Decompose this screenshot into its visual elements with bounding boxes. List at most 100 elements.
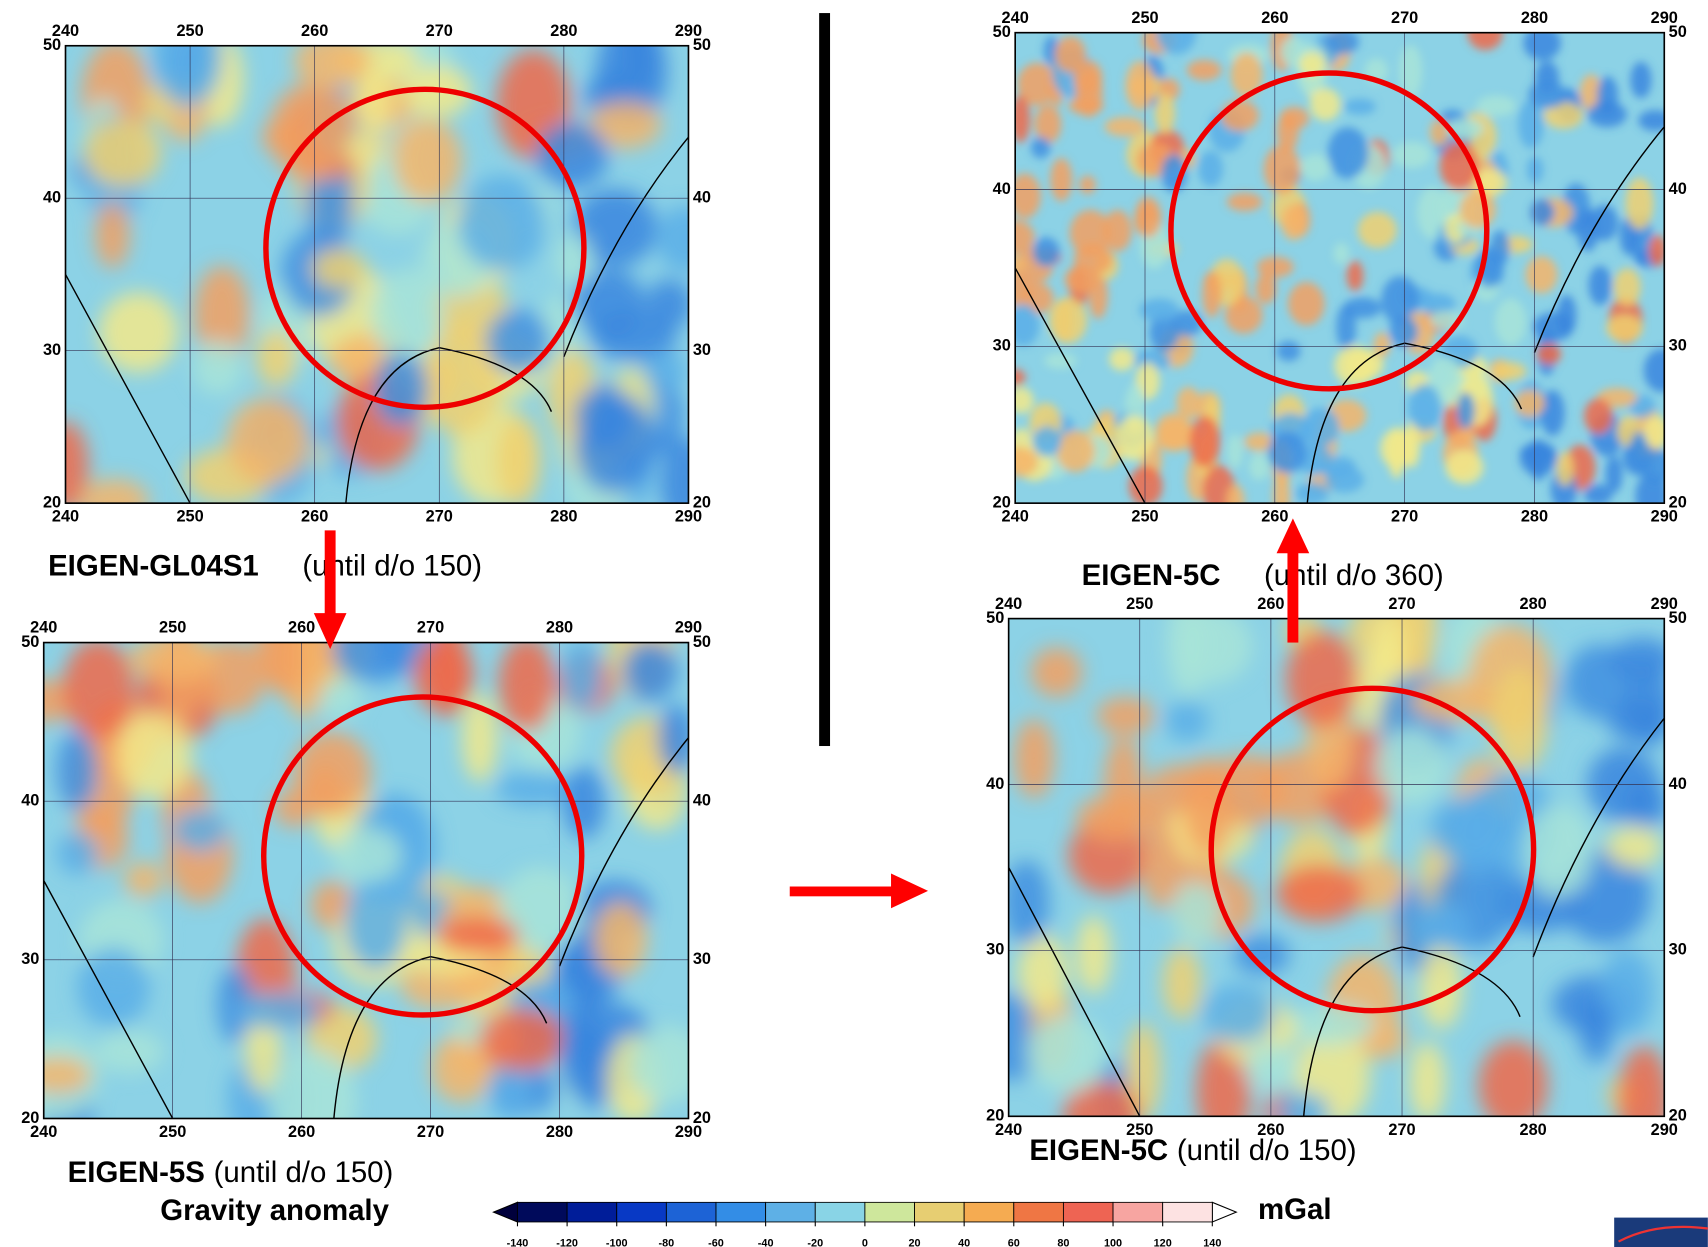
x-tick-label: 260 <box>1261 508 1288 526</box>
colorbar-tick-label: 60 <box>1008 1238 1020 1247</box>
anomaly-blob <box>461 693 498 783</box>
anomaly-blob <box>555 233 593 286</box>
anomaly-blob <box>1244 432 1275 452</box>
anomaly-blob <box>1224 296 1263 334</box>
anomaly-blob <box>1301 407 1340 447</box>
x-tick-label: 260 <box>1261 9 1288 27</box>
anomaly-blob <box>1202 464 1236 504</box>
logo-box <box>1614 1217 1708 1247</box>
anomaly-blob <box>1227 433 1243 469</box>
anomaly-blob <box>1128 465 1163 504</box>
colorbar-tick-label: -100 <box>606 1238 628 1247</box>
anomaly-blob <box>1125 1022 1161 1117</box>
anomaly-blob <box>79 478 149 504</box>
anomaly-blob <box>1526 156 1544 184</box>
anomaly-blob <box>1125 60 1155 111</box>
model-name: EIGEN-5S <box>68 1156 205 1189</box>
anomaly-blob <box>1324 466 1365 493</box>
anomaly-blob <box>354 70 393 133</box>
anomaly-blob <box>1268 431 1307 474</box>
y-tick-label: 40 <box>43 189 61 207</box>
anomaly-blob <box>62 642 134 739</box>
x-tick-label: 280 <box>1521 508 1548 526</box>
anomaly-blob <box>1444 214 1467 244</box>
anomaly-blob <box>1491 667 1548 773</box>
arrow-shaft <box>789 886 894 897</box>
anomaly-blob <box>1182 756 1233 858</box>
anomaly-blob <box>266 642 303 697</box>
anomaly-blob <box>1408 383 1442 432</box>
anomaly-blob <box>572 269 646 338</box>
coastline <box>65 136 689 504</box>
anomaly-blob <box>1030 647 1083 698</box>
y-tick-label: 50 <box>1669 609 1687 627</box>
anomaly-blob <box>43 1056 92 1094</box>
anomaly-blob <box>1155 412 1191 452</box>
x-tick-label: 250 <box>1126 595 1153 613</box>
x-tick-label: 260 <box>301 22 328 40</box>
anomaly-blob <box>1189 415 1221 468</box>
y-tick-label: 50 <box>993 23 1011 41</box>
x-tick-label: 240 <box>30 1123 57 1141</box>
anomaly-blob <box>152 45 223 108</box>
anomaly-blob <box>1325 32 1359 55</box>
colorbar-tick-label: 120 <box>1154 1238 1172 1247</box>
anomaly-blob <box>1588 265 1612 306</box>
anomaly-blob <box>1343 297 1382 319</box>
x-tick-label: 290 <box>1651 9 1678 27</box>
y-tick-label: 50 <box>693 36 711 54</box>
anomaly-blob <box>1075 914 1112 995</box>
x-tick-label: 240 <box>995 595 1022 613</box>
anomaly-blob <box>1026 1015 1108 1093</box>
x-tick-label: 280 <box>1520 1121 1547 1139</box>
anomaly-blob <box>1255 273 1277 305</box>
x-tick-label: 270 <box>1391 508 1418 526</box>
anomaly-blob <box>1411 901 1470 958</box>
anomaly-blob <box>1032 237 1060 267</box>
anomaly-blob <box>1389 315 1418 348</box>
anomaly-blob <box>1263 145 1301 194</box>
anomaly-blob <box>217 965 253 1044</box>
anomaly-blob <box>1411 679 1493 722</box>
anomaly-blob <box>56 831 99 875</box>
arrow-head <box>1276 518 1310 554</box>
anomaly-blob <box>1605 455 1623 493</box>
anomaly-blob <box>331 827 403 883</box>
colorbar-title: Gravity anomaly <box>160 1194 389 1227</box>
anomaly-blob <box>629 1025 689 1104</box>
colorbar-tick-label: -60 <box>708 1238 724 1247</box>
map-field <box>1015 32 1665 504</box>
anomaly-blob <box>372 352 429 427</box>
x-tick-label: 290 <box>675 22 702 40</box>
anomaly-blob <box>1638 109 1665 132</box>
anomaly-blob <box>1220 100 1259 132</box>
colorbar-segment <box>765 1201 816 1223</box>
colorbar-segment <box>864 1201 915 1223</box>
colorbar-segment <box>814 1201 866 1223</box>
colorbar-tick-label: 140 <box>1203 1238 1221 1247</box>
anomaly-blob <box>1605 826 1663 868</box>
anomaly-blob <box>269 81 355 182</box>
anomaly-blob <box>1530 199 1555 226</box>
anomaly-blob <box>193 265 251 363</box>
anomaly-blob <box>65 421 89 504</box>
x-tick-label: 290 <box>675 1123 702 1141</box>
x-tick-label: 240 <box>995 1121 1022 1139</box>
anomaly-blobs <box>1008 618 1665 1117</box>
anomaly-blob <box>1104 116 1146 137</box>
map-field <box>43 642 689 1119</box>
model-name: EIGEN-GL04S1 <box>48 549 259 582</box>
anomaly-blob <box>657 704 689 774</box>
x-tick-label: 280 <box>1521 9 1548 27</box>
x-tick-label: 250 <box>159 1123 186 1141</box>
anomaly-blob <box>1295 482 1329 504</box>
anomaly-blob <box>479 1007 565 1072</box>
colorbar-tick-label: -20 <box>807 1238 823 1247</box>
anomaly-blob <box>1030 136 1051 159</box>
anomaly-blob <box>1276 1092 1330 1117</box>
x-tick-label: 290 <box>675 619 702 637</box>
anomaly-blob <box>1556 294 1577 336</box>
colorbar-segment <box>963 1201 1015 1223</box>
